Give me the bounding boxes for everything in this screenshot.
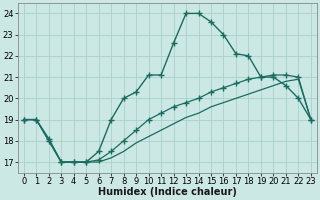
X-axis label: Humidex (Indice chaleur): Humidex (Indice chaleur) xyxy=(98,187,237,197)
